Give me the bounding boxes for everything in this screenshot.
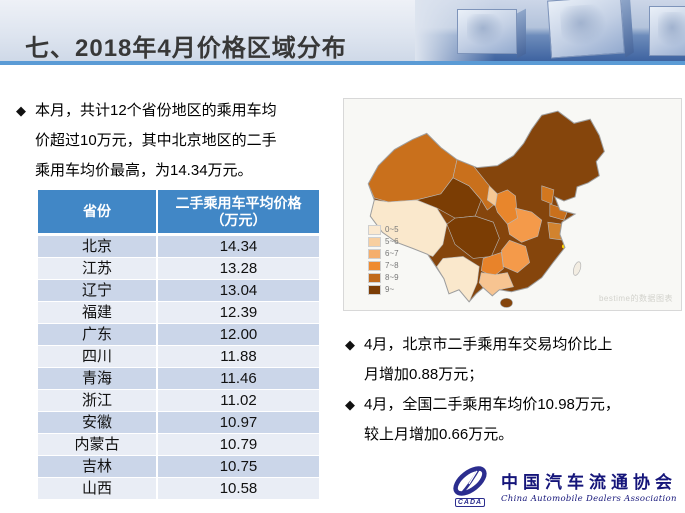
cada-logo-text: 中国汽车流通协会 China Automobile Dealers Associ…: [501, 468, 677, 504]
cube-graphic: [457, 8, 526, 59]
china-choropleth-map: [367, 110, 605, 308]
col-header-province: 省份: [38, 190, 156, 233]
legend-item: 5~6: [368, 236, 399, 247]
cada-name-english: China Automobile Dealers Association: [501, 493, 677, 504]
col-header-price-line2: （万元）: [210, 211, 267, 228]
china-price-map-panel: 0~5 5~6 6~7 7~8: [343, 98, 682, 311]
table-header-row: 省份 二手乘用车平均价格 （万元）: [38, 190, 319, 233]
price-cell: 13.04: [158, 280, 319, 301]
province-cell: 吉林: [38, 456, 156, 477]
intro-line: 本月，共计12个省份地区的乘用车均: [35, 102, 277, 119]
table-row: 浙江 11.02: [38, 390, 319, 411]
legend-swatch: [368, 236, 381, 247]
legend-swatch: [368, 248, 381, 259]
table-row: 福建 12.39: [38, 302, 319, 323]
legend-label: 0~5: [385, 225, 399, 234]
cada-name-chinese: 中国汽车流通协会: [501, 472, 677, 493]
province-cell: 福建: [38, 302, 156, 323]
table-row: 江苏 13.28: [38, 258, 319, 279]
province-cell: 北京: [38, 236, 156, 257]
price-cell: 11.88: [158, 346, 319, 367]
legend-swatch: [368, 272, 381, 283]
province-cell: 江苏: [38, 258, 156, 279]
province-cell: 青海: [38, 368, 156, 389]
province-cell: 浙江: [38, 390, 156, 411]
cube-graphic: [649, 6, 685, 56]
note-item: ◆ 4月，全国二手乘用车均价10.98万元， 较上月增加0.66万元。: [345, 390, 680, 450]
cube-graphic: [547, 0, 634, 59]
legend-item: 7~8: [368, 260, 399, 271]
legend-item: 8~9: [368, 272, 399, 283]
price-cell: 10.97: [158, 412, 319, 433]
banner-cubes-art: [415, 0, 685, 61]
map-legend: 0~5 5~6 6~7 7~8: [368, 224, 399, 296]
province-cell: 山西: [38, 478, 156, 499]
legend-item: 9~: [368, 284, 399, 295]
province-cell: 辽宁: [38, 280, 156, 301]
price-cell: 12.00: [158, 324, 319, 345]
col-header-price-line1: 二手乘用车平均价格: [175, 194, 302, 211]
table-row: 山西 10.58: [38, 478, 319, 499]
table-row: 内蒙古 10.79: [38, 434, 319, 455]
diamond-bullet-icon: ◆: [345, 337, 355, 352]
province-cell: 内蒙古: [38, 434, 156, 455]
intro-line: 价超过10万元，其中北京地区的二手: [35, 132, 277, 149]
note-line: 月增加0.88万元；: [364, 366, 484, 383]
intro-paragraph: ◆ 本月，共计12个省份地区的乘用车均 价超过10万元，其中北京地区的二手 乘用…: [16, 96, 336, 186]
legend-item: 6~7: [368, 248, 399, 259]
note-line: 4月，全国二手乘用车均价10.98万元，: [364, 396, 620, 413]
price-table: 省份 二手乘用车平均价格 （万元） 北京 14.34 江苏 13.28 辽宁: [38, 190, 319, 500]
price-cell: 10.75: [158, 456, 319, 477]
price-cell: 14.34: [158, 236, 319, 257]
col-header-price: 二手乘用车平均价格 （万元）: [158, 190, 319, 233]
map-watermark: bestime的数据图表: [598, 294, 673, 303]
cada-emblem-icon: CADA: [447, 464, 493, 507]
province-cell: 安徽: [38, 412, 156, 433]
table-body: 北京 14.34 江苏 13.28 辽宁 13.04 福建 12.39: [38, 236, 319, 499]
table-row: 辽宁 13.04: [38, 280, 319, 301]
header-accent-line: [0, 61, 685, 65]
price-cell: 13.28: [158, 258, 319, 279]
diamond-bullet-icon: ◆: [16, 103, 26, 118]
price-cell: 10.79: [158, 434, 319, 455]
header-banner: 七、2018年4月价格区域分布: [0, 0, 685, 62]
legend-swatch: [368, 224, 381, 235]
price-cell: 11.02: [158, 390, 319, 411]
note-text: 4月，全国二手乘用车均价10.98万元， 较上月增加0.66万元。: [364, 390, 620, 450]
province-cell: 四川: [38, 346, 156, 367]
table-row: 青海 11.46: [38, 368, 319, 389]
notes-list: ◆ 4月，北京市二手乘用车交易均价比上 月增加0.88万元； ◆ 4月，全国二手…: [345, 330, 680, 450]
legend-swatch: [368, 284, 381, 295]
legend-item: 0~5: [368, 224, 399, 235]
legend-label: 7~8: [385, 261, 399, 270]
cada-logo: CADA 中国汽车流通协会 China Automobile Dealers A…: [447, 464, 677, 507]
price-cell: 10.58: [158, 478, 319, 499]
legend-label: 9~: [385, 285, 395, 294]
price-cell: 11.46: [158, 368, 319, 389]
legend-label: 6~7: [385, 249, 399, 258]
table-row: 安徽 10.97: [38, 412, 319, 433]
price-cell: 12.39: [158, 302, 319, 323]
page-title: 七、2018年4月价格区域分布: [25, 35, 347, 62]
legend-label: 5~6: [385, 237, 399, 246]
province-cell: 广东: [38, 324, 156, 345]
table-row: 北京 14.34: [38, 236, 319, 257]
note-line: 较上月增加0.66万元。: [364, 426, 514, 443]
table-row: 广东 12.00: [38, 324, 319, 345]
cada-acronym: CADA: [454, 498, 486, 507]
table-row: 吉林 10.75: [38, 456, 319, 477]
legend-swatch: [368, 260, 381, 271]
intro-text: 本月，共计12个省份地区的乘用车均 价超过10万元，其中北京地区的二手 乘用车均…: [35, 96, 277, 186]
intro-line: 乘用车均价最高，为14.34万元。: [35, 162, 253, 179]
legend-label: 8~9: [385, 273, 399, 282]
table-row: 四川 11.88: [38, 346, 319, 367]
note-item: ◆ 4月，北京市二手乘用车交易均价比上 月增加0.88万元；: [345, 330, 680, 390]
cada-emblem-graphic: [453, 466, 487, 496]
note-line: 4月，北京市二手乘用车交易均价比上: [364, 336, 613, 353]
note-text: 4月，北京市二手乘用车交易均价比上 月增加0.88万元；: [364, 330, 612, 390]
diamond-bullet-icon: ◆: [345, 397, 355, 412]
